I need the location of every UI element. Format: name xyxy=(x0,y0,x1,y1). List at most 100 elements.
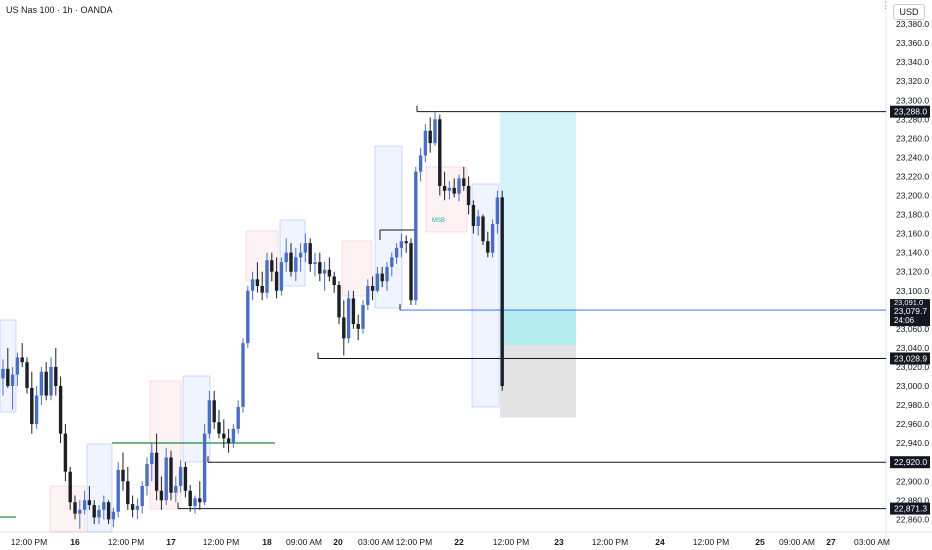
candle-body xyxy=(471,205,476,226)
price-tick-label: 23,200.0 xyxy=(896,191,929,201)
candle-body xyxy=(198,498,202,503)
candle-body xyxy=(164,457,168,501)
candle-body xyxy=(222,433,226,439)
time-tick-label: 23 xyxy=(554,537,564,547)
time-tick-label: 09:00 AM xyxy=(779,537,815,547)
price-tick-label: 23,020.0 xyxy=(896,362,929,372)
candle-body xyxy=(308,243,312,265)
candle-body xyxy=(380,273,384,282)
level-price-tag[interactable] xyxy=(890,352,930,365)
candle-body xyxy=(44,371,48,396)
candle-body xyxy=(97,509,101,518)
price-tick-label: 23,340.0 xyxy=(896,57,929,67)
supply-zone-box xyxy=(425,166,468,233)
level-price-label: 23,288.0 xyxy=(894,107,927,117)
current-price-tag[interactable] xyxy=(890,306,930,327)
candle-body xyxy=(241,343,245,407)
candle-body xyxy=(279,262,284,291)
time-tick-label: 17 xyxy=(166,537,176,547)
current-price-label: 23,079.7 xyxy=(894,306,927,316)
candle-body xyxy=(6,368,10,386)
candle-body xyxy=(111,511,116,520)
time-tick-label: 16 xyxy=(70,537,80,547)
price-tick-label: 23,220.0 xyxy=(896,171,929,181)
candle-body xyxy=(274,271,279,291)
candle-body xyxy=(500,197,504,386)
time-tick-label: 12:00 PM xyxy=(203,537,239,547)
time-tick-label: 20 xyxy=(333,537,343,547)
candle-body xyxy=(25,362,29,388)
candle-body xyxy=(418,155,423,172)
candle-body xyxy=(34,395,39,425)
candle-body xyxy=(193,498,197,507)
more-options-icon[interactable]: ⋮ xyxy=(881,0,890,10)
candle-body xyxy=(322,269,327,274)
candle-body xyxy=(366,285,370,306)
level-price-tag[interactable] xyxy=(890,105,930,118)
level-price-tag[interactable] xyxy=(890,502,930,515)
candle-body xyxy=(236,406,240,429)
candle-body xyxy=(154,452,159,491)
candle-body xyxy=(332,276,336,286)
candle-body xyxy=(462,178,466,186)
candle-body xyxy=(130,504,135,510)
candle-body xyxy=(135,506,140,510)
candle-body xyxy=(58,386,63,434)
candle-body xyxy=(250,279,255,291)
time-tick-label: 22 xyxy=(454,537,464,547)
level-price-label: 22,920.0 xyxy=(894,457,927,467)
time-tick-label: 27 xyxy=(826,537,836,547)
price-tick-label: 23,240.0 xyxy=(896,152,929,162)
level-price-label: 22,871.3 xyxy=(894,504,927,514)
level-price-tag[interactable] xyxy=(890,456,930,469)
candle-body xyxy=(260,285,264,293)
position-stop-zone[interactable] xyxy=(500,345,576,418)
candle-body xyxy=(409,243,413,301)
candle-body xyxy=(150,452,154,465)
candle-body xyxy=(126,481,130,505)
candle-body xyxy=(226,438,231,444)
time-tick-label: 12:00 PM xyxy=(11,537,47,547)
price-tick-label: 23,260.0 xyxy=(896,133,929,143)
currency-button[interactable]: USD xyxy=(893,4,925,20)
candle-body xyxy=(207,400,212,434)
candle-body xyxy=(231,428,236,444)
price-tick-label: 23,160.0 xyxy=(896,229,929,239)
price-tick-label: 23,040.0 xyxy=(896,343,929,353)
candle-body xyxy=(92,505,96,518)
price-tick-label: 23,060.0 xyxy=(896,324,929,334)
price-tick-label: 22,860.0 xyxy=(896,514,929,524)
candle-body xyxy=(414,171,418,301)
candle-body xyxy=(394,247,399,258)
time-tick-label: 12:00 PM xyxy=(493,537,529,547)
candle-body xyxy=(188,490,192,507)
candle-body xyxy=(49,366,53,396)
candle-body xyxy=(404,241,408,244)
price-tick-label: 22,940.0 xyxy=(896,438,929,448)
price-tick-label: 22,960.0 xyxy=(896,419,929,429)
candle-body xyxy=(54,366,58,386)
candle-body xyxy=(457,178,461,194)
candle-body xyxy=(82,500,87,510)
candle-body xyxy=(351,298,356,325)
candle-body xyxy=(1,368,5,379)
candle-body xyxy=(102,502,106,510)
candle-body xyxy=(375,273,380,291)
position-target-zone[interactable] xyxy=(500,111,576,346)
time-tick-label: 24 xyxy=(655,537,665,547)
price-tick-label: 23,320.0 xyxy=(896,76,929,86)
candle-body xyxy=(159,490,164,501)
candle-body xyxy=(438,119,442,186)
candle-body xyxy=(20,357,24,363)
candle-body xyxy=(337,285,341,318)
candle-body xyxy=(370,285,375,291)
candle-body xyxy=(202,433,207,503)
candle-body xyxy=(303,243,308,253)
time-tick-label: 03:00 AM xyxy=(358,537,394,547)
candle-body xyxy=(447,187,452,191)
price-tick-label: 22,880.0 xyxy=(896,495,929,505)
candle-body xyxy=(178,466,183,487)
candle-body xyxy=(246,290,250,344)
